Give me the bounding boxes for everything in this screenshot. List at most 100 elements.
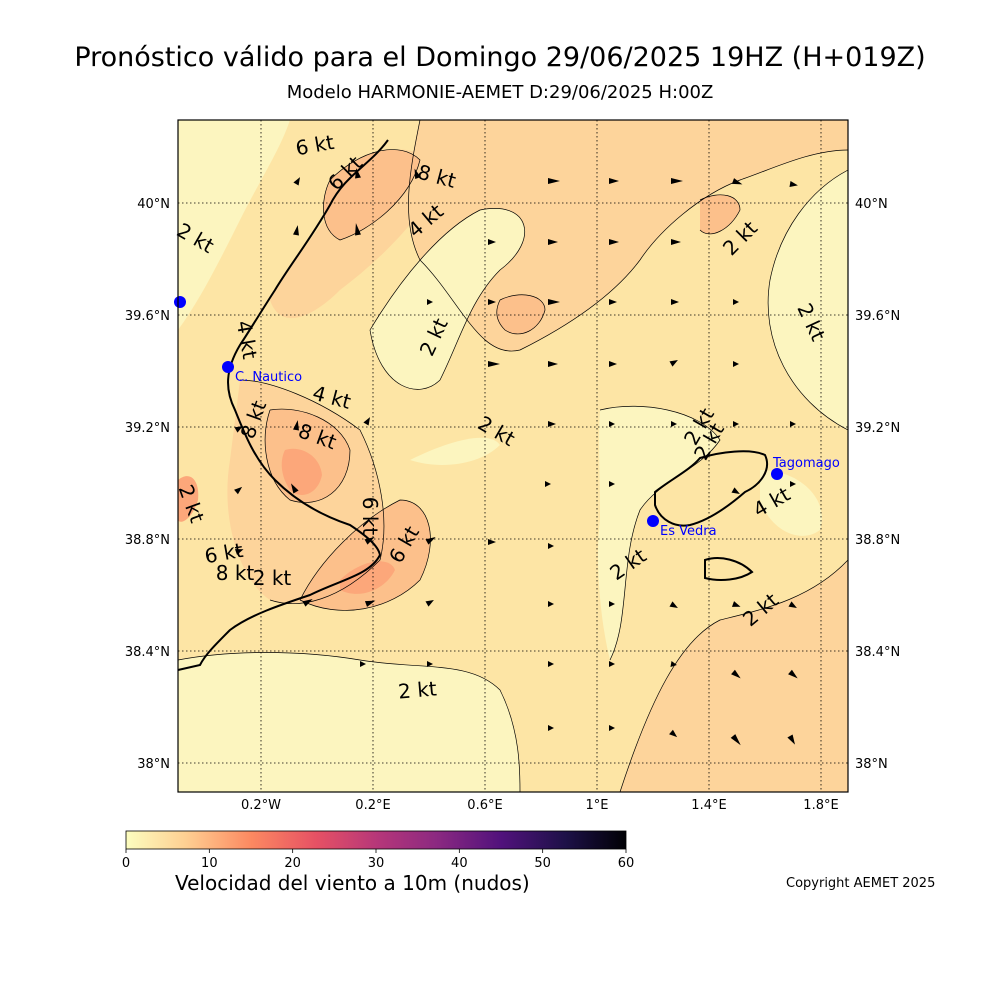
wind-arrow [548, 543, 554, 549]
page-title: Pronóstico válido para el Domingo 29/06/… [74, 42, 926, 73]
station-marker [647, 515, 659, 527]
wind-arrow [731, 669, 741, 679]
colorbar-tick-label: 60 [618, 856, 635, 871]
wind-arrow [671, 178, 683, 184]
colorbar-tick-label: 40 [451, 856, 468, 871]
latitude-ticks: 40°N 40°N 39.6°N 39.6°N 39.2°N 39.2°N 38.8°N 38… [125, 197, 900, 772]
wind-zone-0-2-ibiza [598, 406, 720, 660]
wind-arrow [488, 299, 496, 305]
lat-tick-label-right: 39.6°N [855, 309, 900, 324]
longitude-ticks: 0.2°W 0.2°E 0.6°E 1°E 1.4°E 1.8°E [241, 798, 839, 813]
lon-tick-label: 0.6°E [467, 798, 502, 813]
wind-arrow [548, 299, 560, 305]
wind-arrow [545, 481, 551, 487]
wind-arrow [669, 729, 678, 738]
wind-arrow [609, 299, 617, 305]
wind-arrow [364, 537, 375, 545]
wind-arrow [609, 239, 619, 245]
station-marker [222, 361, 234, 373]
wind-arrow [355, 168, 361, 179]
wind-arrow [733, 421, 739, 427]
colorbar-tick-label: 50 [534, 856, 551, 871]
copyright: Copyright AEMET 2025 [786, 876, 936, 891]
lat-tick-label-right: 38.8°N [855, 533, 900, 548]
wind-zone-6-8-north [323, 149, 420, 240]
colorbar-tick-label: 10 [201, 856, 218, 871]
wind-arrow [363, 417, 370, 426]
lat-tick-label-left: 38.4°N [125, 645, 170, 660]
wind-arrow [731, 601, 741, 607]
lon-tick-label: 0.2°E [355, 798, 390, 813]
wind-arrow [234, 486, 243, 495]
wind-arrow [427, 661, 433, 667]
colorbar-label: Velocidad del viento a 10m (nudos) [175, 871, 530, 895]
colorbar-tick-label: 30 [368, 856, 385, 871]
wind-arrow [671, 421, 677, 427]
wind-arrow [788, 669, 798, 679]
wind-arrow [609, 725, 615, 731]
lon-tick-label: 1°E [586, 798, 609, 813]
wind-arrow [548, 601, 554, 607]
colorbar-tick-label: 0 [122, 856, 130, 871]
wind-zone-0-2-center [370, 208, 525, 390]
wind-arrow [671, 239, 681, 245]
station-label: Es Vedra [660, 524, 717, 539]
wind-zone-0-2-small [410, 437, 500, 465]
wind-arrow [733, 299, 739, 305]
lat-tick-label-left: 39.6°N [125, 309, 170, 324]
wind-zone-4-6-southeast [620, 560, 848, 792]
lat-tick-label-right: 38°N [855, 757, 888, 772]
colorbar [125, 830, 627, 850]
wind-arrow [788, 601, 797, 608]
wind-arrow [548, 661, 554, 667]
contour-label: 2 kt [253, 566, 292, 590]
wind-arrow [488, 239, 496, 245]
wind-arrow [425, 600, 434, 607]
wind-zone-8-10-mid [281, 448, 322, 495]
wind-zone-4-6-north [408, 120, 848, 352]
contour-label: 6 kt [358, 497, 382, 536]
contour-label: 2 kt [397, 676, 438, 703]
contour-label: 8 kt [216, 561, 255, 585]
wind-arrow [293, 420, 299, 431]
wind-arrow [355, 223, 361, 236]
wind-arrow [731, 178, 743, 185]
wind-zone-6-8-south [300, 500, 431, 611]
wind-arrow [548, 725, 554, 731]
lat-tick-label-left: 38°N [137, 757, 170, 772]
station-marker [174, 296, 186, 308]
lon-tick-label: 0.2°W [241, 798, 281, 813]
wind-arrow [609, 421, 615, 427]
wind-arrow [234, 426, 243, 433]
wind-arrow [733, 361, 739, 367]
station-label: Tagomago [772, 456, 840, 471]
wind-arrow [548, 178, 560, 184]
wind-arrow [488, 539, 496, 545]
wind-arrow [414, 168, 421, 180]
lat-tick-label-right: 39.2°N [855, 421, 900, 436]
wind-zone-0-2-east [768, 170, 848, 430]
wind-arrow [291, 483, 299, 494]
lon-tick-label: 1.8°E [803, 798, 838, 813]
wind-arrow [730, 734, 741, 746]
wind-arrow [609, 601, 615, 607]
lat-tick-label-left: 39.2°N [125, 421, 170, 436]
wind-field [178, 120, 848, 792]
wind-arrows [234, 168, 798, 746]
wind-arrow [671, 299, 679, 305]
wind-arrow [609, 361, 617, 367]
wind-zone-0-2-south [178, 652, 520, 792]
wind-arrow [670, 661, 677, 667]
wind-arrow [548, 421, 556, 427]
station-label: C. Nautico [235, 370, 302, 385]
lat-tick-label-left: 38.8°N [125, 533, 170, 548]
wind-arrow [427, 299, 433, 305]
wind-arrow [548, 361, 558, 367]
wind-arrow [609, 481, 615, 487]
colorbar-ticks: 0 10 20 30 40 50 60 [122, 849, 634, 871]
contour-lines [178, 120, 848, 792]
coastline [177, 139, 768, 671]
lat-tick-label-left: 40°N [137, 197, 170, 212]
lat-tick-label-right: 38.4°N [855, 645, 900, 660]
